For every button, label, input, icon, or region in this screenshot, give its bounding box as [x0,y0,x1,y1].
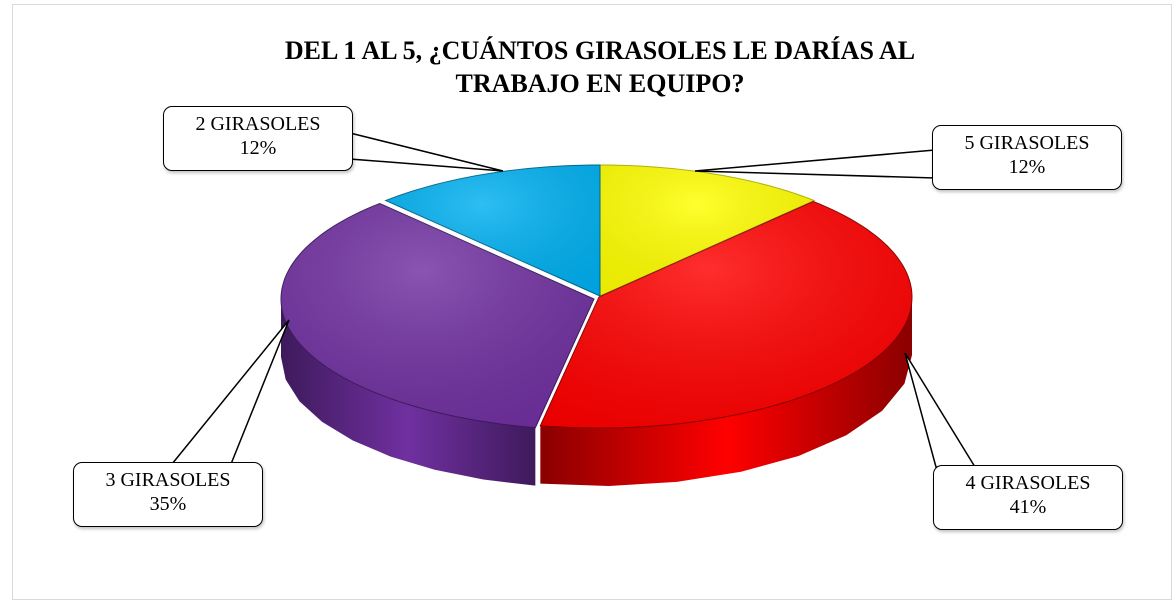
data-label: 4 GIRASOLES 41% [933,465,1123,530]
data-label-percent: 12% [239,137,277,159]
leader-line [904,352,977,468]
leader-line [170,319,290,465]
data-label-category: 5 GIRASOLES [964,132,1090,154]
chart-title: DEL 1 AL 5, ¿CUÁNTOS GIRASOLES LE DARÍAS… [150,34,1050,100]
data-label-percent: 12% [1008,156,1046,178]
chart-title-line-2: TRABAJO EN EQUIPO? [455,69,745,98]
data-label-percent: 41% [1009,496,1047,518]
pie-side-4-girasoles [540,297,912,486]
leader-line [349,132,504,172]
data-label-percent: 35% [149,493,187,515]
pie-slice-shine [600,165,815,296]
data-label-category: 3 GIRASOLES [105,469,231,491]
data-label: 5 GIRASOLES 12% [932,125,1122,190]
data-label: 2 GIRASOLES 12% [163,106,353,171]
chart-title-line-1: DEL 1 AL 5, ¿CUÁNTOS GIRASOLES LE DARÍAS… [284,36,916,65]
pie-side-3-girasoles [281,299,536,486]
pie-sides [281,297,912,486]
data-label-category: 2 GIRASOLES [195,113,321,135]
leader-lines [170,132,977,468]
pie-slice-shine [385,165,600,296]
pie-slice-shine [281,203,594,428]
pie-tops [280,164,913,429]
leader-line [694,149,936,179]
data-label-category: 4 GIRASOLES [965,472,1091,494]
data-label: 3 GIRASOLES 35% [73,462,263,527]
pie-slice-shine [540,201,912,428]
